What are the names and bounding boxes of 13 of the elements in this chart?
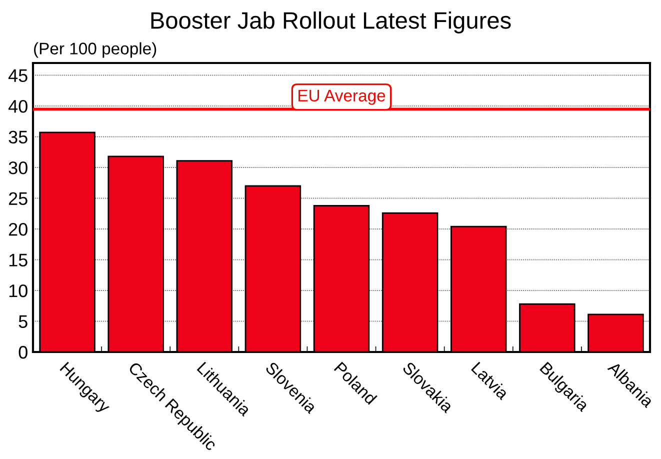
y-tick-label: 15: [9, 254, 28, 266]
y-tick-label: 45: [8, 69, 28, 82]
y-tick-label: 35: [8, 130, 28, 144]
y-tick-label: 20: [8, 222, 28, 236]
y-tick-label: 0: [18, 346, 28, 359]
y-tick-label: 25: [8, 192, 28, 205]
chart-title: Booster Jab Rollout Latest Figures: [151, 11, 511, 34]
y-tick-label: 10: [9, 284, 28, 298]
y-tick-label: 40: [8, 100, 28, 113]
y-axis-title: (Per 100 people): [34, 42, 156, 58]
y-tick-label: 5: [18, 315, 28, 328]
ref-line-label: EU Average: [298, 90, 386, 105]
y-tick-label: 30: [8, 161, 28, 174]
